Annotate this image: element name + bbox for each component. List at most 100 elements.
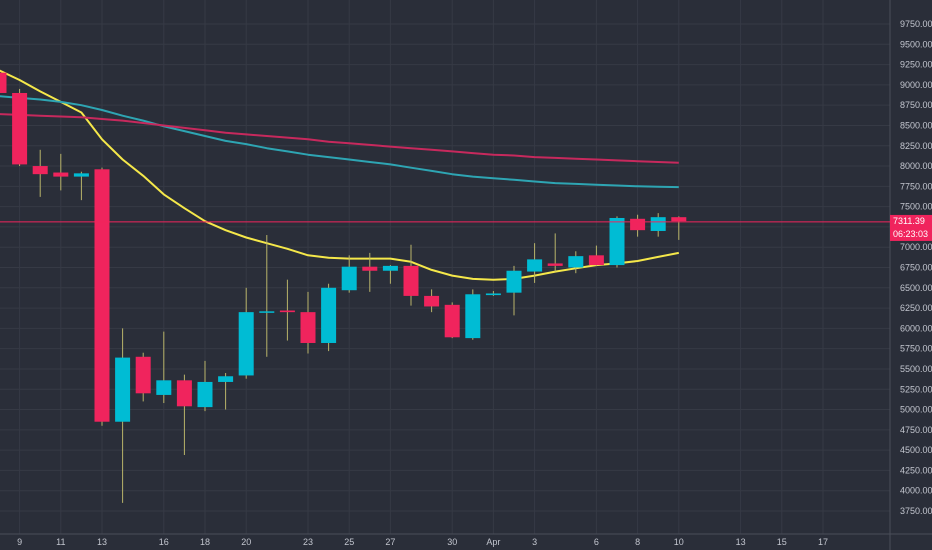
y-tick-label: 7500.00 [900, 202, 932, 212]
x-tick-label: 20 [241, 537, 251, 547]
candle-body [382, 265, 398, 271]
candle-body [485, 293, 501, 296]
candle-body [115, 357, 131, 422]
last-price-label-box [890, 214, 932, 241]
y-tick-label: 8750.00 [900, 100, 932, 110]
y-tick-label: 3750.00 [900, 506, 932, 516]
candle [465, 289, 481, 340]
x-tick-label: 15 [777, 537, 787, 547]
x-tick-label: 16 [159, 537, 169, 547]
y-tick-label: 8250.00 [900, 141, 932, 151]
y-tick-label: 7750.00 [900, 181, 932, 191]
moving-average-lines [0, 69, 679, 281]
candle-body [12, 92, 28, 165]
candle-body [135, 356, 151, 394]
x-tick-label: 25 [344, 537, 354, 547]
last-price-marker: 7311.39 06:23:03 [0, 214, 932, 241]
x-tick-label: 17 [818, 537, 828, 547]
candle [94, 167, 110, 426]
ma-line-3 [0, 113, 679, 164]
candle-body [94, 169, 110, 422]
x-tick-label: 13 [736, 537, 746, 547]
y-tick-label: 6250.00 [900, 303, 932, 313]
y-tick-label: 6000.00 [900, 323, 932, 333]
x-tick-label: 9 [17, 537, 22, 547]
candle [547, 233, 563, 272]
candle [650, 213, 666, 237]
candle-body [53, 172, 69, 177]
bar-countdown: 06:23:03 [893, 229, 928, 239]
x-tick-label: 13 [97, 537, 107, 547]
candle-body [238, 312, 254, 376]
candle [279, 279, 295, 341]
candle-body [176, 380, 192, 407]
candle-body [73, 173, 89, 177]
candle-body [609, 217, 625, 266]
candle-body [424, 295, 440, 307]
candle-body [506, 270, 522, 293]
x-tick-label: 30 [447, 537, 457, 547]
candle-body [588, 255, 604, 266]
candle [444, 302, 460, 339]
candle-body [671, 217, 687, 222]
candle [609, 216, 625, 268]
x-tick-label: 27 [385, 537, 395, 547]
candle-body [465, 294, 481, 339]
y-tick-label: 6500.00 [900, 283, 932, 293]
candle [73, 171, 89, 201]
y-tick-label: 9250.00 [900, 60, 932, 70]
candle-body [444, 304, 460, 338]
candle [485, 291, 501, 296]
candle [568, 251, 584, 274]
candle-body [362, 266, 378, 271]
candle-body [321, 287, 337, 343]
candle [238, 287, 254, 379]
candle [115, 328, 131, 503]
x-tick-label: 10 [674, 537, 684, 547]
y-tick-label: 6750.00 [900, 263, 932, 273]
candle [671, 216, 687, 240]
y-tick-label: 5500.00 [900, 364, 932, 374]
x-tick-label: 8 [635, 537, 640, 547]
time-axis[interactable]: 9 11 13 16 18 20 23 25 27 30 Apr 3 6 8 10 13 15 17 [17, 537, 828, 547]
candle [382, 265, 398, 284]
y-tick-label: 5750.00 [900, 344, 932, 354]
candle-body [156, 380, 172, 395]
candle [403, 244, 419, 306]
y-tick-label: 9000.00 [900, 80, 932, 90]
candle-body [300, 312, 316, 343]
y-tick-label: 4500.00 [900, 445, 932, 455]
candle [197, 360, 213, 412]
candle [630, 214, 646, 237]
y-tick-label: 9750.00 [900, 19, 932, 29]
candle [135, 352, 151, 402]
candle-body [218, 376, 234, 382]
candle [362, 252, 378, 292]
y-tick-label: 8000.00 [900, 161, 932, 171]
candle-body [650, 217, 666, 231]
candle [156, 331, 172, 404]
candle [12, 88, 28, 167]
candle-body [341, 266, 357, 291]
candle [53, 153, 69, 191]
y-tick-label: 8500.00 [900, 120, 932, 130]
candle-body [568, 256, 584, 268]
x-tick-label: 6 [594, 537, 599, 547]
candle [588, 245, 604, 266]
y-tick-label: 7000.00 [900, 242, 932, 252]
candle-body [259, 311, 275, 313]
candle-body [527, 259, 543, 272]
x-tick-label: 11 [56, 537, 65, 547]
y-tick-label: 4250.00 [900, 465, 932, 475]
y-tick-label: 5250.00 [900, 384, 932, 394]
candle [0, 72, 7, 93]
candle [300, 291, 316, 354]
candle-body [197, 381, 213, 408]
grid-lines [0, 0, 890, 534]
candle-body [547, 263, 563, 266]
y-tick-label: 5000.00 [900, 405, 932, 415]
x-tick-label: 3 [532, 537, 537, 547]
candle [341, 255, 357, 293]
